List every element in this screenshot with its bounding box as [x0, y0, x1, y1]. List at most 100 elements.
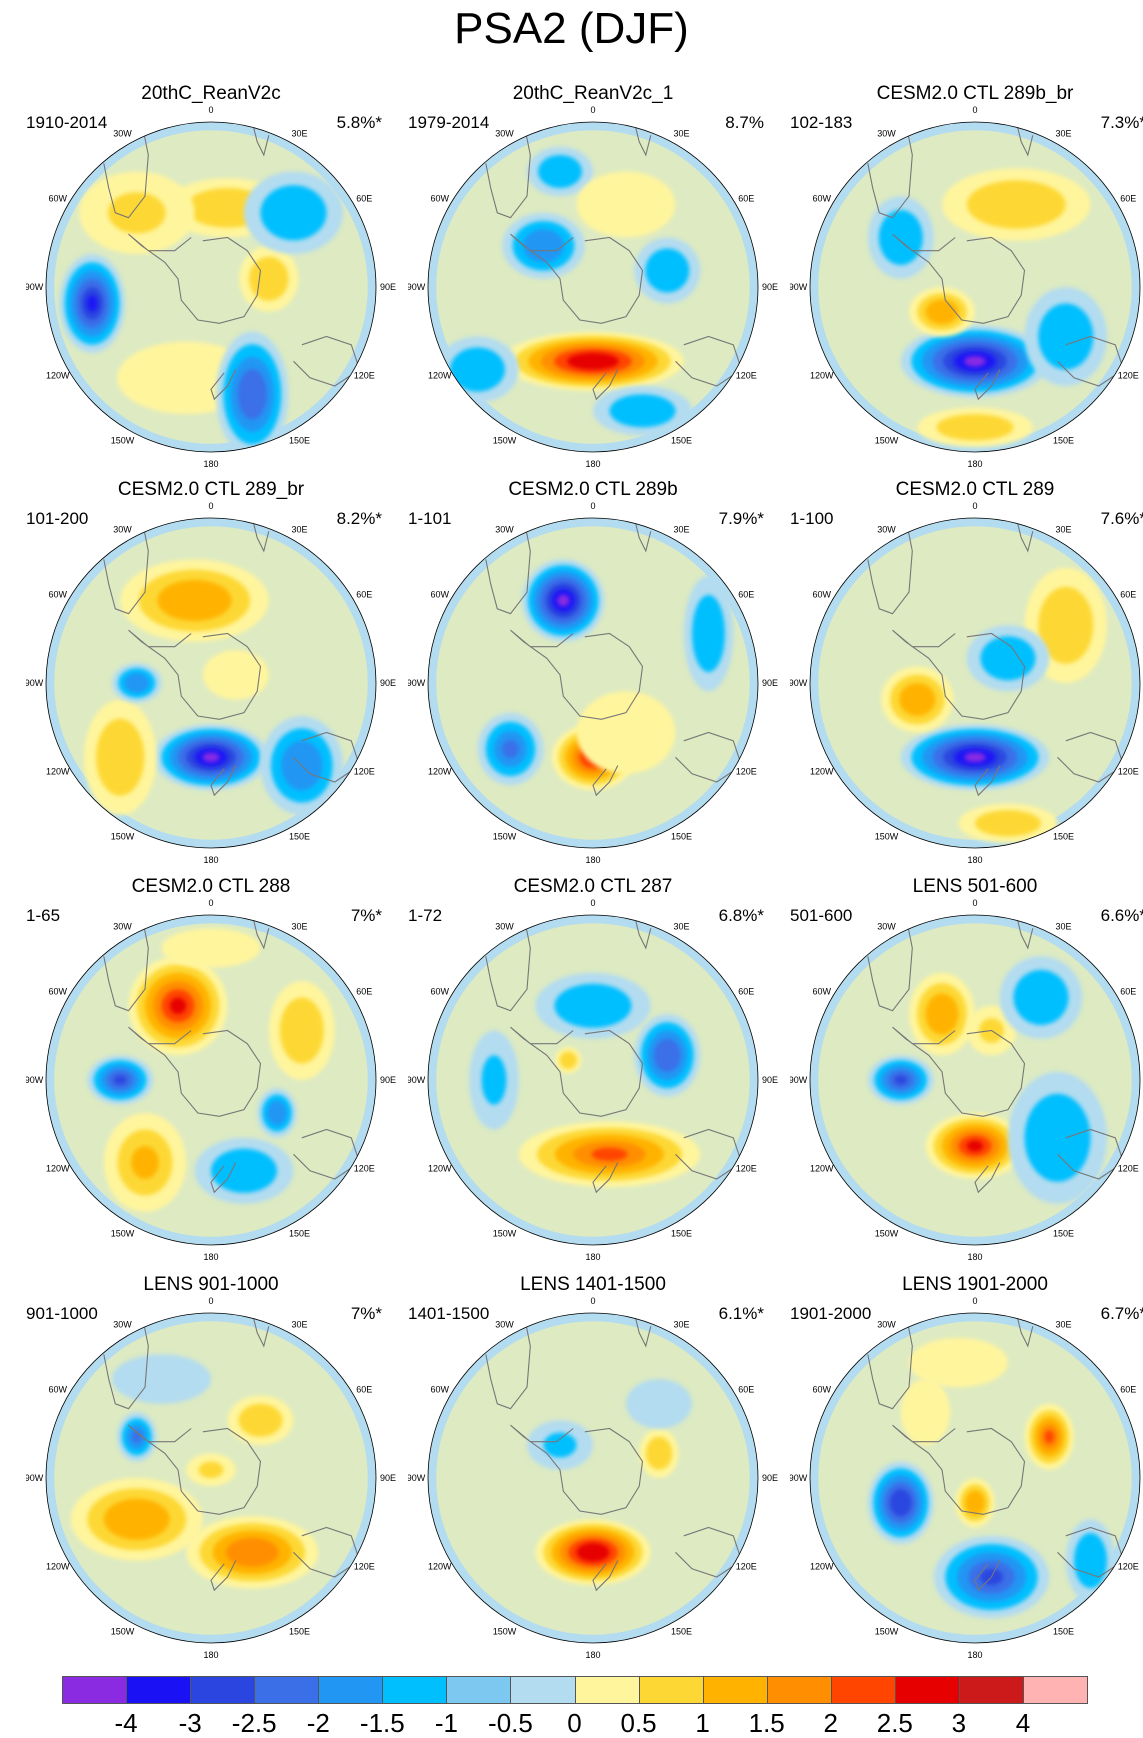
- longitude-label: 120E: [736, 1164, 757, 1174]
- longitude-label: 0: [208, 105, 213, 115]
- longitude-label: 90W: [408, 282, 426, 292]
- negative-anomaly-contour: [557, 594, 570, 607]
- south-america-coastline: [867, 518, 913, 615]
- longitude-label: 30W: [113, 1320, 132, 1330]
- longitude-label: 0: [590, 501, 595, 511]
- colorbar-tick-label: -1.5: [359, 1708, 405, 1738]
- longitude-label: 0: [972, 898, 977, 908]
- panel-variance-explained: 6.6%*: [1100, 906, 1143, 925]
- map-field: [46, 518, 376, 848]
- longitude-label: 30W: [877, 1320, 896, 1330]
- map-border: [427, 121, 759, 453]
- negative-anomaly-contour: [1038, 303, 1094, 370]
- map-border: [427, 517, 759, 849]
- longitude-label: 120E: [736, 767, 757, 777]
- antarctica-coastline: [128, 1026, 262, 1117]
- negative-anomaly-contour: [1013, 970, 1069, 1025]
- colorbar-tick-label: 0.5: [620, 1708, 657, 1738]
- panel-variance-explained: 6.1%*: [718, 1304, 764, 1323]
- positive-anomaly-contour: [925, 993, 959, 1035]
- negative-anomaly-contour: [267, 1100, 287, 1126]
- map-border: [45, 517, 377, 849]
- panel-title: CESM2.0 CTL 289b: [508, 479, 678, 500]
- longitude-label: 30W: [495, 1320, 514, 1330]
- negative-anomaly-contour: [964, 752, 986, 762]
- longitude-label: 30W: [113, 129, 132, 139]
- positive-anomaly-contour: [899, 683, 936, 716]
- south-america-coastline: [485, 915, 531, 1012]
- longitude-label: 60E: [738, 194, 754, 204]
- new-zealand-coastline: [974, 765, 1001, 797]
- positive-anomaly-contour: [1038, 586, 1094, 664]
- colorbar-tick-label: -2.5: [231, 1708, 277, 1738]
- longitude-label: 120W: [810, 1164, 834, 1174]
- longitude-label: 120W: [428, 767, 452, 777]
- map-border: [427, 1312, 759, 1644]
- africa-coastline: [1015, 915, 1034, 950]
- map-field: [810, 122, 1140, 452]
- africa-coastline: [1015, 122, 1034, 157]
- panel-variance-explained: 8.2%*: [336, 509, 382, 528]
- longitude-label: 60W: [430, 1385, 449, 1395]
- longitude-label: 120E: [1118, 1164, 1139, 1174]
- negative-anomaly-contour: [980, 636, 1036, 681]
- longitude-label: 0: [590, 1296, 595, 1306]
- longitude-label: 0: [208, 1296, 213, 1306]
- longitude-label: 30W: [113, 525, 132, 535]
- panel-variance-explained: 7%*: [350, 906, 382, 925]
- longitude-label: 150E: [1053, 831, 1074, 841]
- colorbar-tick-label: 3: [951, 1708, 967, 1738]
- positive-anomaly-contour: [131, 1146, 159, 1179]
- colorbar-tick-label: 2.5: [876, 1708, 913, 1738]
- panel-period: 1401-1500: [408, 1304, 490, 1323]
- longitude-label: 0: [590, 898, 595, 908]
- map-field: [428, 122, 758, 452]
- longitude-label: 30W: [495, 129, 514, 139]
- negative-anomaly-contour: [543, 1432, 577, 1458]
- longitude-label: 180: [585, 1252, 600, 1262]
- longitude-label: 150W: [111, 1228, 135, 1238]
- antarctica-coastline: [510, 1424, 644, 1515]
- panel-title: CESM2.0 CTL 287: [513, 876, 673, 897]
- africa-coastline: [633, 122, 652, 157]
- colorbar-swatch: [702, 1676, 768, 1704]
- longitude-label: 150W: [875, 1228, 899, 1238]
- colorbar-swatch: [638, 1676, 704, 1704]
- longitude-label: 60E: [738, 987, 754, 997]
- positive-anomaly-contour: [107, 192, 166, 234]
- longitude-label: 90W: [26, 1473, 44, 1483]
- africa-coastline: [633, 1313, 652, 1348]
- new-zealand-coastline: [974, 1560, 1001, 1592]
- longitude-label: 30E: [1055, 1320, 1071, 1330]
- negative-anomaly-contour: [894, 1075, 908, 1085]
- positive-anomaly-contour: [576, 171, 676, 238]
- longitude-label: 180: [203, 459, 218, 469]
- negative-anomaly-contour: [237, 369, 267, 420]
- positive-anomaly-contour: [198, 1461, 224, 1479]
- neutral-wash: [436, 1321, 750, 1635]
- longitude-label: 150W: [493, 831, 517, 841]
- longitude-label: 150E: [671, 435, 692, 445]
- map-panel: CESM2.0 CTL 289b_br 102-183 7.3%* 0 30E 60E 90…: [790, 82, 1143, 472]
- antarctica-coastline: [892, 1424, 1026, 1515]
- colorbar-swatch: [62, 1676, 128, 1704]
- colorbar-tick-label: -4: [114, 1708, 138, 1738]
- new-zealand-coastline: [974, 1162, 1001, 1194]
- longitude-label: 60W: [812, 590, 831, 600]
- longitude-label: 150W: [875, 831, 899, 841]
- positive-anomaly-contour: [900, 1379, 951, 1445]
- negative-anomaly-contour: [554, 983, 632, 1028]
- longitude-label: 60W: [48, 1385, 67, 1395]
- longitude-label: 120W: [46, 371, 70, 381]
- longitude-label: 30E: [1055, 525, 1071, 535]
- map-border: [45, 1312, 377, 1644]
- map-field: [810, 1313, 1140, 1643]
- south-america-coastline: [485, 122, 531, 219]
- colorbar-swatch: [574, 1676, 640, 1704]
- map-border: [809, 121, 1141, 453]
- positive-anomaly-contour: [576, 691, 676, 774]
